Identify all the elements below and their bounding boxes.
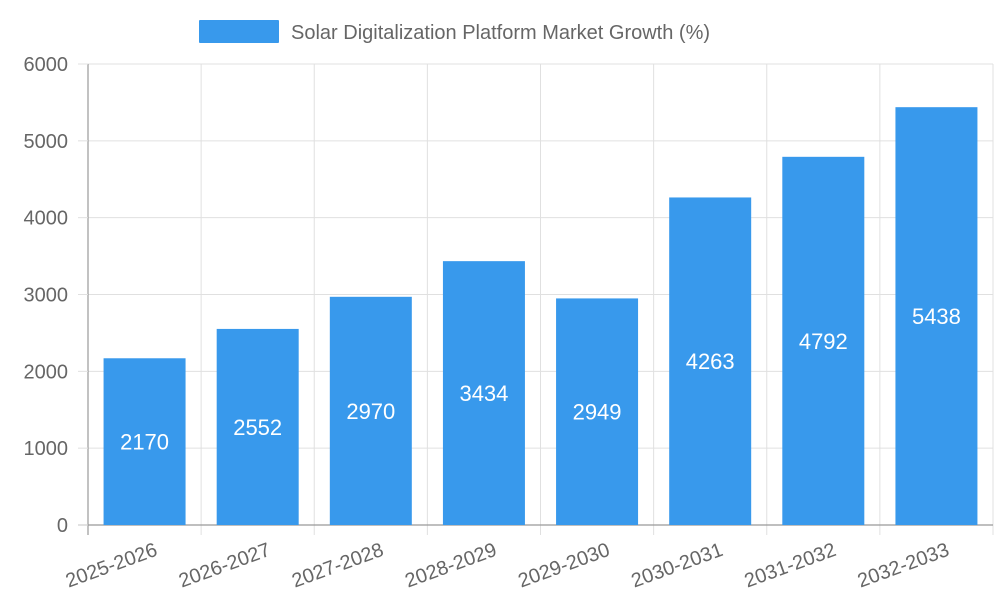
y-tick-label: 6000 [24,54,69,76]
bar[interactable] [782,156,865,525]
x-tick-label: 2025-2026 [63,539,160,592]
bar-data-labels: 2170 2552 2970 3434 2949 4263 4792 5438 [120,304,961,455]
bars [103,107,978,526]
x-tick-label: 2032-2033 [855,539,952,592]
y-tick-label: 4000 [24,208,69,230]
bar[interactable] [442,261,525,525]
x-tick-label: 2029-2030 [515,539,612,592]
x-tick-label: 2030-2031 [628,539,725,592]
legend-swatch [199,20,279,43]
x-tick-label: 2027-2028 [289,539,386,592]
y-tick-label: 1000 [24,438,69,460]
legend[interactable]: Solar Digitalization Platform Market Gro… [199,20,710,44]
legend-label: Solar Digitalization Platform Market Gro… [291,22,710,44]
bar-data-label: 2970 [346,399,395,424]
bar-data-label: 3434 [459,381,508,406]
y-axis-ticks: 0 1000 2000 3000 4000 5000 6000 [24,54,88,537]
y-tick-label: 0 [57,515,68,537]
y-tick-label: 5000 [24,131,69,153]
bar[interactable] [556,298,639,525]
bar-data-label: 4263 [686,349,735,374]
bar-data-label: 2552 [233,415,282,440]
bar-data-label: 2170 [120,430,169,455]
bar-data-label: 4792 [799,329,848,354]
x-tick-label: 2031-2032 [742,539,839,592]
bar-data-label: 5438 [912,304,961,329]
bar-data-label: 2949 [573,400,622,425]
x-tick-label: 2026-2027 [176,539,273,592]
x-axis-ticks: 2025-2026 2026-2027 2027-2028 2028-2029 2029… [63,539,952,592]
bar[interactable] [669,197,752,525]
x-tick-label: 2028-2029 [402,539,499,592]
bar[interactable] [329,296,412,525]
y-tick-label: 3000 [24,285,69,307]
gridlines [88,63,994,535]
y-tick-label: 2000 [24,361,69,383]
bar[interactable] [103,358,186,525]
bar[interactable] [895,107,978,526]
bar[interactable] [216,328,299,525]
